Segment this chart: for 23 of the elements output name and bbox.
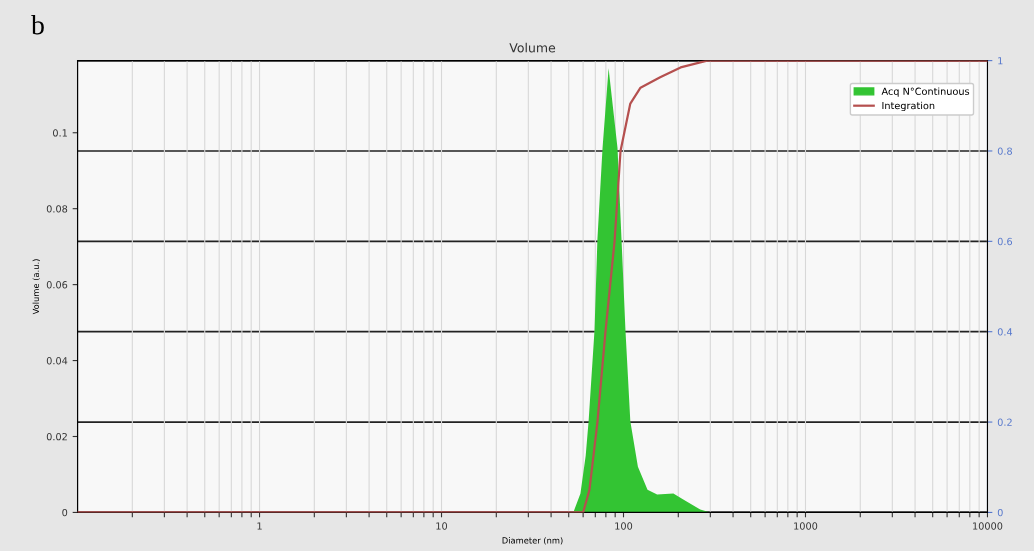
x-axis-title: Diameter (nm) (502, 537, 563, 545)
y2-tick-label: 0 (997, 508, 1003, 517)
y2-tick-label: 0.4 (997, 328, 1013, 336)
y-tick-label: 0.08 (46, 205, 68, 213)
y2-tick-label: 0.2 (997, 418, 1012, 426)
x-tick-label: 10000 (973, 522, 1003, 530)
x-tick-label: 1000 (794, 522, 818, 530)
legend-label: Integration (882, 101, 935, 112)
x-tick-label: 100 (615, 522, 633, 530)
y-tick-label: 0.1 (53, 129, 67, 137)
y2-tick-label: 1 (998, 57, 1003, 65)
y-tick-label: 0.06 (46, 281, 68, 289)
y-tick-label: 0.04 (46, 357, 68, 365)
y-tick-label: 0.02 (46, 432, 67, 441)
y2-tick-label: 0.8 (997, 147, 1012, 155)
x-tick-label: 10 (436, 522, 448, 530)
y2-tick-label: 0.6 (997, 237, 1013, 246)
legend-label: Acq N°Continuous (881, 87, 970, 97)
y-axis-title: Volume (a.u.) (32, 259, 40, 315)
y-tick-label: 0 (62, 508, 68, 517)
x-tick-label: 1 (257, 522, 262, 530)
text: b (31, 14, 44, 35)
chart-title: Volume (509, 42, 556, 53)
